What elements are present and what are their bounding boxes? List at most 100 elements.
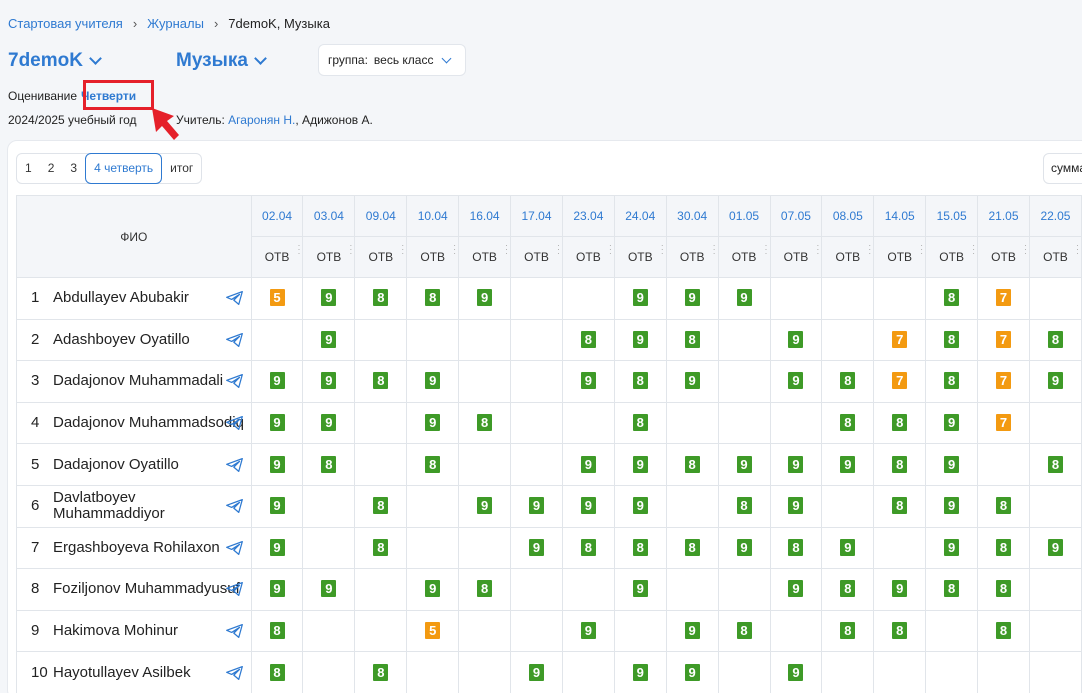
grade-cell[interactable]: 8 xyxy=(665,318,719,362)
grade-cell[interactable] xyxy=(717,401,771,445)
grade-cell[interactable]: 8 xyxy=(821,360,875,403)
send-message-icon[interactable] xyxy=(225,665,243,680)
student-name[interactable]: Hakimova Mohinur xyxy=(53,622,179,640)
sum-select[interactable]: сумма xyxy=(1043,153,1082,184)
more-vertical-icon[interactable]: · · · xyxy=(764,240,768,258)
grade-cell[interactable]: 9 xyxy=(250,360,304,403)
send-message-icon[interactable] xyxy=(225,624,243,639)
more-vertical-icon[interactable]: · · · xyxy=(972,240,976,258)
more-vertical-icon[interactable]: · · · xyxy=(660,240,664,258)
grade-cell[interactable] xyxy=(354,443,408,486)
date-header[interactable]: 07.05 xyxy=(769,195,823,237)
grade-cell[interactable] xyxy=(510,318,563,362)
student-name[interactable]: Ergashboyeva Rohilaxon xyxy=(53,538,220,556)
grade-cell[interactable] xyxy=(1028,651,1082,693)
more-vertical-icon[interactable]: · · · xyxy=(816,240,820,258)
grade-cell[interactable]: 9 xyxy=(769,651,823,693)
grade-cell[interactable] xyxy=(561,568,615,611)
more-vertical-icon[interactable]: · · · xyxy=(505,240,509,258)
lesson-type-header[interactable]: ОТВ · · · xyxy=(717,236,771,278)
grade-cell[interactable]: 8 xyxy=(873,484,927,528)
send-message-icon[interactable] xyxy=(225,540,243,555)
grade-cell[interactable] xyxy=(406,484,460,528)
grade-cell[interactable]: 9 xyxy=(821,526,875,570)
grade-cell[interactable]: 8 xyxy=(250,651,304,693)
grade-cell[interactable]: 8 xyxy=(977,484,1030,528)
grade-cell[interactable] xyxy=(873,526,927,570)
grade-cell[interactable] xyxy=(873,277,927,320)
more-vertical-icon[interactable]: · · · xyxy=(868,240,872,258)
grade-cell[interactable]: 9 xyxy=(510,484,563,528)
grade-cell[interactable] xyxy=(510,609,563,653)
date-header[interactable]: 30.04 xyxy=(665,195,719,237)
grade-cell[interactable] xyxy=(717,318,771,362)
grade-cell[interactable] xyxy=(354,318,408,362)
grade-cell[interactable]: 9 xyxy=(250,484,304,528)
grade-cell[interactable] xyxy=(1028,484,1082,528)
grade-cell[interactable]: 9 xyxy=(769,360,823,403)
date-header[interactable]: 02.04 xyxy=(250,195,304,237)
grade-cell[interactable]: 7 xyxy=(977,318,1030,362)
grade-cell[interactable]: 9 xyxy=(925,401,979,445)
grade-cell[interactable]: 9 xyxy=(613,277,667,320)
grade-cell[interactable] xyxy=(561,401,615,445)
date-header[interactable]: 24.04 xyxy=(613,195,667,237)
grade-cell[interactable]: 8 xyxy=(354,277,408,320)
grade-cell[interactable] xyxy=(873,651,927,693)
grade-cell[interactable]: 9 xyxy=(665,609,719,653)
grade-cell[interactable]: 8 xyxy=(717,484,771,528)
grade-cell[interactable]: 8 xyxy=(665,443,719,486)
grade-cell[interactable] xyxy=(458,360,512,403)
date-header[interactable]: 10.04 xyxy=(406,195,460,237)
grade-cell[interactable]: 8 xyxy=(1028,443,1082,486)
grade-cell[interactable]: 9 xyxy=(873,568,927,611)
grade-cell[interactable]: 8 xyxy=(925,318,979,362)
grade-cell[interactable] xyxy=(458,318,512,362)
grade-cell[interactable]: 7 xyxy=(873,318,927,362)
date-header[interactable]: 15.05 xyxy=(925,195,979,237)
send-message-icon[interactable] xyxy=(225,374,243,389)
grade-cell[interactable] xyxy=(250,318,304,362)
teacher-link[interactable]: Агаронян Н. xyxy=(228,113,296,127)
grade-cell[interactable]: 9 xyxy=(406,360,460,403)
grade-cell[interactable]: 8 xyxy=(613,401,667,445)
send-message-icon[interactable] xyxy=(225,291,243,306)
student-name[interactable]: Hayotullayev Asilbek xyxy=(53,663,191,681)
grade-cell[interactable]: 8 xyxy=(302,443,356,486)
grade-cell[interactable] xyxy=(561,277,615,320)
grade-cell[interactable] xyxy=(1028,609,1082,653)
grade-cell[interactable]: 9 xyxy=(717,443,771,486)
lesson-type-header[interactable]: ОТВ · · · xyxy=(354,236,408,278)
grade-cell[interactable] xyxy=(406,526,460,570)
grade-cell[interactable]: 7 xyxy=(977,277,1030,320)
student-name[interactable]: Foziljonov Muhammadyusuf xyxy=(53,580,240,598)
tab-quarter-1[interactable]: 1 xyxy=(25,161,32,175)
grade-cell[interactable]: 8 xyxy=(925,360,979,403)
grade-cell[interactable] xyxy=(769,277,823,320)
grade-cell[interactable]: 9 xyxy=(250,401,304,445)
grade-cell[interactable] xyxy=(821,277,875,320)
grade-cell[interactable] xyxy=(302,609,356,653)
grade-cell[interactable] xyxy=(769,609,823,653)
grade-cell[interactable]: 9 xyxy=(302,568,356,611)
grade-cell[interactable] xyxy=(354,609,408,653)
more-vertical-icon[interactable]: · · · xyxy=(401,240,405,258)
grade-cell[interactable]: 8 xyxy=(821,609,875,653)
grade-cell[interactable] xyxy=(510,277,563,320)
grade-cell[interactable] xyxy=(510,568,563,611)
grade-cell[interactable]: 7 xyxy=(977,401,1030,445)
grade-cell[interactable]: 8 xyxy=(925,568,979,611)
grade-cell[interactable]: 8 xyxy=(717,609,771,653)
breadcrumb-journals[interactable]: Журналы xyxy=(147,16,204,31)
grade-cell[interactable] xyxy=(302,651,356,693)
grade-cell[interactable]: 9 xyxy=(561,443,615,486)
student-name[interactable]: Adashboyev Oyatillo xyxy=(53,330,190,348)
send-message-icon[interactable] xyxy=(225,332,243,347)
grade-cell[interactable]: 9 xyxy=(665,651,719,693)
send-message-icon[interactable] xyxy=(225,457,243,472)
grade-cell[interactable]: 9 xyxy=(458,484,512,528)
date-header[interactable]: 03.04 xyxy=(302,195,356,237)
tab-quarter-2[interactable]: 2 xyxy=(47,161,55,175)
more-vertical-icon[interactable]: · · · xyxy=(349,240,353,258)
grade-cell[interactable]: 9 xyxy=(1028,360,1082,403)
